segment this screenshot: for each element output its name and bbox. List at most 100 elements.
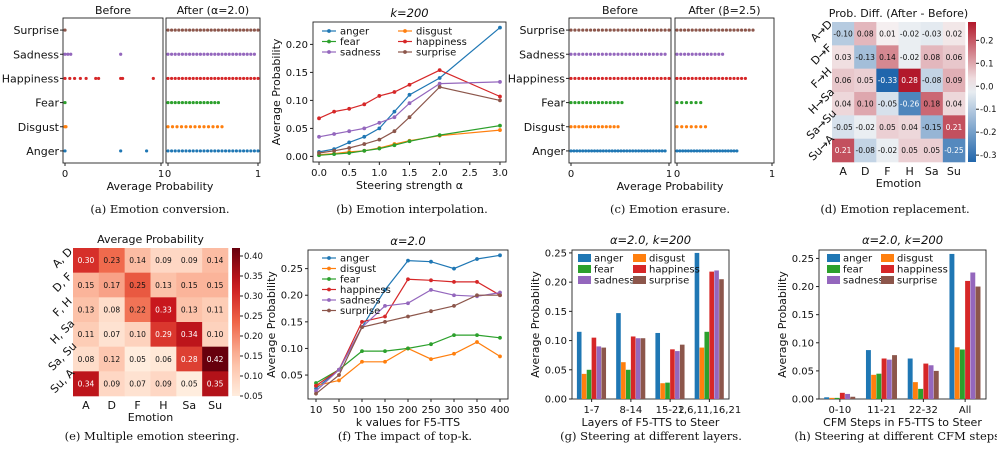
cell-value: 0.12 [103, 355, 120, 364]
data-point-surprise [600, 28, 604, 32]
data-point-sadness [407, 101, 412, 106]
data-point-anger [648, 149, 652, 153]
data-point-surprise [177, 28, 181, 32]
category-label-surprise: Surprise [519, 24, 565, 37]
plot-frame [818, 249, 987, 400]
cell-value: 0.08 [78, 355, 95, 364]
data-point-surprise [245, 28, 249, 32]
data-point-happiness [224, 76, 228, 81]
data-point-surprise [252, 28, 256, 32]
data-point-happiness [624, 76, 628, 81]
data-point-anger [625, 149, 629, 153]
data-point-surprise [191, 28, 195, 32]
cell-value: 0.05 [129, 355, 146, 364]
bar-disgust [912, 382, 918, 399]
heatmap-cell [876, 115, 899, 139]
data-point-happiness [639, 76, 644, 81]
data-point-happiness [227, 76, 231, 81]
data-point-anger [170, 149, 174, 153]
data-point-sadness [377, 120, 382, 125]
x-tick-label: 1-7 [583, 405, 599, 416]
heatmap-cell [202, 297, 229, 323]
heatmap-cell [832, 45, 855, 69]
x-tick-label: 50 [333, 405, 346, 416]
bar-disgust [660, 383, 665, 399]
cell-value: 0.25 [129, 281, 146, 290]
heatmap-cell [942, 92, 966, 116]
cell-value: -0.33 [878, 76, 898, 85]
data-point-sadness [702, 52, 706, 56]
data-point-surprise [170, 28, 174, 32]
colorbar-tick-label: 0.40 [244, 252, 263, 262]
data-point-surprise [206, 28, 210, 32]
data-point-surprise [220, 28, 224, 32]
data-point-anger [613, 149, 617, 153]
legend-marker-surprise [327, 308, 331, 313]
data-point-sadness [437, 81, 442, 86]
data-point-happiness [252, 76, 256, 81]
cell-value: 0.06 [946, 53, 963, 62]
data-point-anger [581, 149, 585, 153]
data-point-disgust [215, 125, 220, 129]
data-point-fear [699, 100, 703, 105]
data-point-sadness [177, 52, 181, 56]
legend-swatch-disgust [633, 254, 646, 262]
data-point-sadness [234, 52, 238, 56]
data-point-sadness [612, 52, 616, 56]
heatmap-cell [854, 138, 877, 163]
legend-label-disgust: disgust [340, 264, 376, 275]
data-point-anger [184, 149, 188, 153]
data-point-sadness [347, 129, 352, 134]
data-point-anger [715, 149, 719, 153]
data-point-disgust [608, 125, 612, 129]
data-point-disgust [694, 125, 698, 129]
data-point-disgust [498, 128, 502, 132]
heatmap-cell [202, 371, 229, 397]
data-point-happiness [628, 76, 632, 81]
data-point-sadness [694, 52, 698, 56]
cell-value: 0.04 [946, 99, 963, 108]
data-point-sadness [577, 52, 581, 56]
data-point-anger [407, 92, 412, 97]
data-point-disgust [684, 125, 689, 129]
data-point-sadness [581, 52, 585, 56]
legend-label-happiness: happiness [340, 285, 391, 296]
data-point-disgust [170, 125, 175, 129]
column-label: D [861, 165, 869, 178]
data-point-fear [581, 100, 585, 105]
cell-value: 0.30 [78, 256, 95, 265]
data-point-anger [689, 149, 693, 153]
data-point-fear [206, 100, 210, 105]
data-point-anger [249, 149, 253, 153]
data-point-surprise [475, 293, 479, 298]
data-point-happiness [97, 76, 101, 81]
data-point-surprise [173, 28, 177, 32]
data-point-happiness [659, 76, 663, 81]
data-point-disgust [188, 125, 193, 129]
x-tick-label: 0 [674, 169, 680, 180]
heatmap-cell [98, 297, 125, 323]
data-point-happiness [728, 76, 732, 81]
data-point-surprise [317, 151, 321, 155]
legend-marker-happiness [327, 287, 331, 292]
data-point-sadness [231, 52, 235, 56]
column-label: Su [947, 165, 961, 178]
data-point-surprise [202, 28, 206, 32]
data-point-surprise [636, 28, 640, 32]
legend-marker-sadness [327, 50, 331, 54]
bar-sadness [886, 359, 892, 399]
data-point-sadness [604, 52, 608, 56]
data-point-disgust [193, 125, 197, 129]
legend-swatch-disgust [881, 254, 894, 262]
data-point-happiness [655, 76, 659, 81]
data-point-sadness [632, 52, 636, 56]
colorbar-tick-label: 0.30 [244, 292, 263, 302]
heatmap-cell [942, 68, 966, 93]
y-tick-label: 0.25 [545, 248, 567, 259]
cell-value: 0.14 [129, 256, 146, 265]
data-point-sadness [119, 52, 123, 56]
data-point-anger [256, 149, 260, 153]
legend-swatch-fear [827, 265, 840, 273]
cell-value: 0.42 [207, 355, 224, 364]
data-point-disgust [675, 125, 679, 129]
